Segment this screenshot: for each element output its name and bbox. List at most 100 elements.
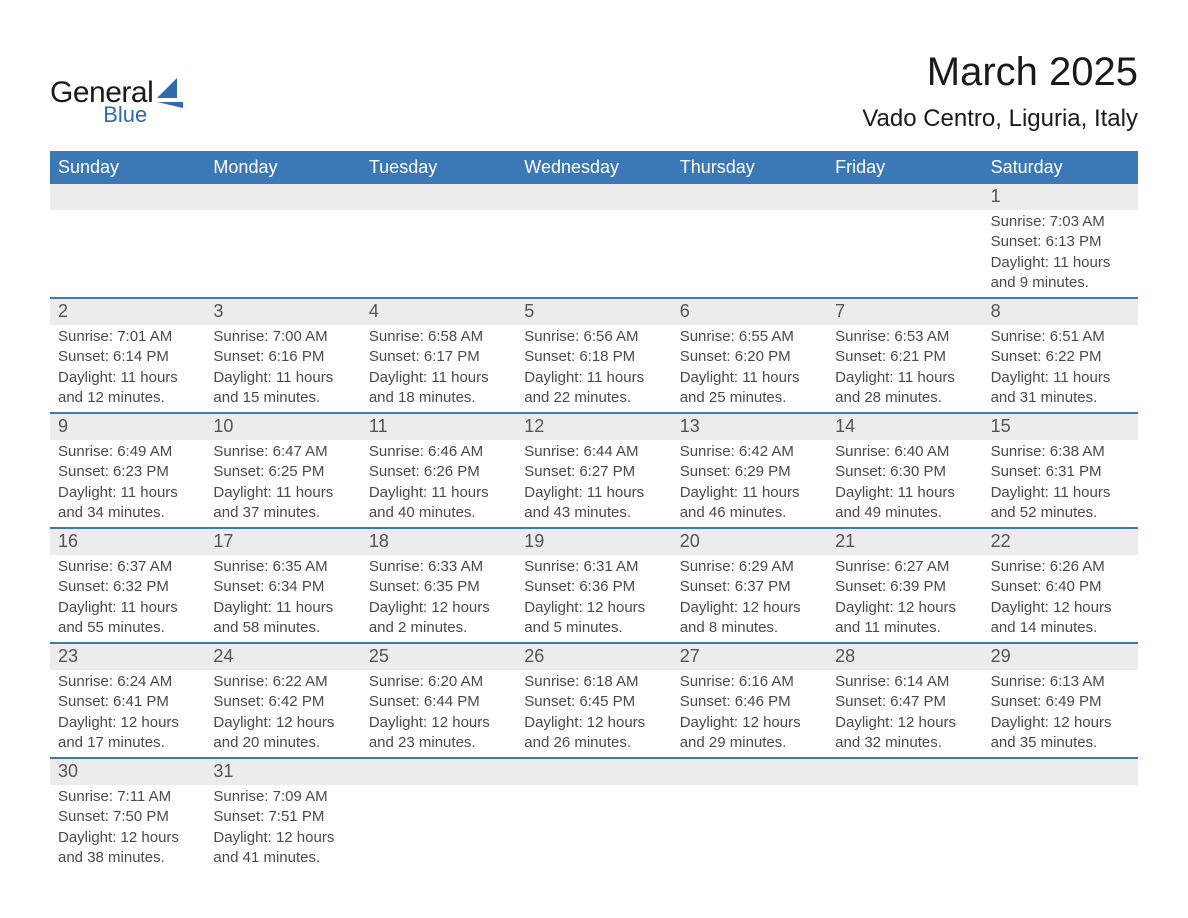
daylight1-text: Daylight: 11 hours [58, 598, 197, 618]
day-number [672, 759, 827, 785]
daylight1-text: Daylight: 12 hours [58, 828, 197, 848]
sunset-text: Sunset: 6:35 PM [369, 577, 508, 597]
day-number [516, 184, 671, 210]
day-number [672, 184, 827, 210]
day-number [516, 759, 671, 785]
sunset-text: Sunset: 6:47 PM [835, 692, 974, 712]
day-detail [827, 785, 982, 872]
detail-row: Sunrise: 6:37 AMSunset: 6:32 PMDaylight:… [50, 555, 1138, 642]
day-number: 17 [205, 529, 360, 555]
dayname-thu: Thursday [672, 151, 827, 184]
daylight1-text: Daylight: 11 hours [524, 368, 663, 388]
day-detail: Sunrise: 6:27 AMSunset: 6:39 PMDaylight:… [827, 555, 982, 642]
sunset-text: Sunset: 6:40 PM [991, 577, 1130, 597]
daylight2-text: and 18 minutes. [369, 388, 508, 408]
sunset-text: Sunset: 6:32 PM [58, 577, 197, 597]
logo-sail-icon [157, 78, 191, 108]
day-detail: Sunrise: 6:44 AMSunset: 6:27 PMDaylight:… [516, 440, 671, 527]
daylight2-text: and 58 minutes. [213, 618, 352, 638]
sunrise-text: Sunrise: 6:55 AM [680, 327, 819, 347]
sunrise-text: Sunrise: 6:35 AM [213, 557, 352, 577]
day-detail [672, 210, 827, 297]
daylight1-text: Daylight: 11 hours [991, 253, 1130, 273]
daylight2-text: and 40 minutes. [369, 503, 508, 523]
day-number: 20 [672, 529, 827, 555]
day-detail: Sunrise: 7:01 AMSunset: 6:14 PMDaylight:… [50, 325, 205, 412]
sunrise-text: Sunrise: 6:37 AM [58, 557, 197, 577]
sunrise-text: Sunrise: 6:47 AM [213, 442, 352, 462]
sunrise-text: Sunrise: 6:31 AM [524, 557, 663, 577]
sunrise-text: Sunrise: 6:16 AM [680, 672, 819, 692]
day-detail: Sunrise: 6:53 AMSunset: 6:21 PMDaylight:… [827, 325, 982, 412]
logo-text: General Blue [50, 78, 153, 126]
daylight2-text: and 32 minutes. [835, 733, 974, 753]
day-detail [672, 785, 827, 872]
daylight1-text: Daylight: 11 hours [213, 598, 352, 618]
day-number: 3 [205, 299, 360, 325]
dayname-tue: Tuesday [361, 151, 516, 184]
day-detail: Sunrise: 6:22 AMSunset: 6:42 PMDaylight:… [205, 670, 360, 757]
daynum-row: 23242526272829 [50, 644, 1138, 670]
sunset-text: Sunset: 6:17 PM [369, 347, 508, 367]
day-detail [516, 210, 671, 297]
day-detail: Sunrise: 6:49 AMSunset: 6:23 PMDaylight:… [50, 440, 205, 527]
daylight2-text: and 52 minutes. [991, 503, 1130, 523]
calendar-header-row: Sunday Monday Tuesday Wednesday Thursday… [50, 151, 1138, 184]
daylight2-text: and 5 minutes. [524, 618, 663, 638]
sunset-text: Sunset: 6:46 PM [680, 692, 819, 712]
sunrise-text: Sunrise: 6:53 AM [835, 327, 974, 347]
daylight2-text: and 46 minutes. [680, 503, 819, 523]
daylight2-text: and 20 minutes. [213, 733, 352, 753]
daylight2-text: and 9 minutes. [991, 273, 1130, 293]
sunset-text: Sunset: 6:45 PM [524, 692, 663, 712]
day-detail: Sunrise: 6:24 AMSunset: 6:41 PMDaylight:… [50, 670, 205, 757]
daylight2-text: and 11 minutes. [835, 618, 974, 638]
day-detail [827, 210, 982, 297]
daylight2-text: and 15 minutes. [213, 388, 352, 408]
day-detail: Sunrise: 6:55 AMSunset: 6:20 PMDaylight:… [672, 325, 827, 412]
sunrise-text: Sunrise: 6:56 AM [524, 327, 663, 347]
sunrise-text: Sunrise: 7:09 AM [213, 787, 352, 807]
daylight1-text: Daylight: 11 hours [369, 483, 508, 503]
sunset-text: Sunset: 6:16 PM [213, 347, 352, 367]
day-detail: Sunrise: 6:38 AMSunset: 6:31 PMDaylight:… [983, 440, 1138, 527]
day-number: 7 [827, 299, 982, 325]
header-bar: General Blue March 2025 Vado Centro, Lig… [50, 50, 1138, 133]
day-detail: Sunrise: 6:58 AMSunset: 6:17 PMDaylight:… [361, 325, 516, 412]
sunrise-text: Sunrise: 6:18 AM [524, 672, 663, 692]
calendar-week: 23242526272829Sunrise: 6:24 AMSunset: 6:… [50, 642, 1138, 757]
dayname-mon: Monday [205, 151, 360, 184]
day-detail [50, 210, 205, 297]
day-number: 16 [50, 529, 205, 555]
sunset-text: Sunset: 6:44 PM [369, 692, 508, 712]
daylight1-text: Daylight: 12 hours [213, 713, 352, 733]
logo: General Blue [50, 50, 191, 126]
calendar-week: 16171819202122Sunrise: 6:37 AMSunset: 6:… [50, 527, 1138, 642]
day-detail: Sunrise: 6:46 AMSunset: 6:26 PMDaylight:… [361, 440, 516, 527]
daynum-row: 3031 [50, 759, 1138, 785]
daylight1-text: Daylight: 11 hours [213, 483, 352, 503]
day-detail: Sunrise: 6:35 AMSunset: 6:34 PMDaylight:… [205, 555, 360, 642]
daylight2-text: and 8 minutes. [680, 618, 819, 638]
daylight2-text: and 28 minutes. [835, 388, 974, 408]
daylight2-text: and 14 minutes. [991, 618, 1130, 638]
daylight1-text: Daylight: 11 hours [680, 368, 819, 388]
daynum-row: 2345678 [50, 299, 1138, 325]
day-number: 4 [361, 299, 516, 325]
dayname-sun: Sunday [50, 151, 205, 184]
sunrise-text: Sunrise: 6:27 AM [835, 557, 974, 577]
sunrise-text: Sunrise: 6:51 AM [991, 327, 1130, 347]
calendar: Sunday Monday Tuesday Wednesday Thursday… [50, 151, 1138, 872]
daylight2-text: and 23 minutes. [369, 733, 508, 753]
sunrise-text: Sunrise: 7:11 AM [58, 787, 197, 807]
daylight2-text: and 12 minutes. [58, 388, 197, 408]
day-number: 2 [50, 299, 205, 325]
month-title: March 2025 [862, 50, 1138, 95]
daylight1-text: Daylight: 12 hours [58, 713, 197, 733]
sunset-text: Sunset: 6:21 PM [835, 347, 974, 367]
daylight1-text: Daylight: 12 hours [524, 598, 663, 618]
day-detail: Sunrise: 6:18 AMSunset: 6:45 PMDaylight:… [516, 670, 671, 757]
sunrise-text: Sunrise: 6:38 AM [991, 442, 1130, 462]
daylight2-text: and 41 minutes. [213, 848, 352, 868]
daylight1-text: Daylight: 12 hours [213, 828, 352, 848]
